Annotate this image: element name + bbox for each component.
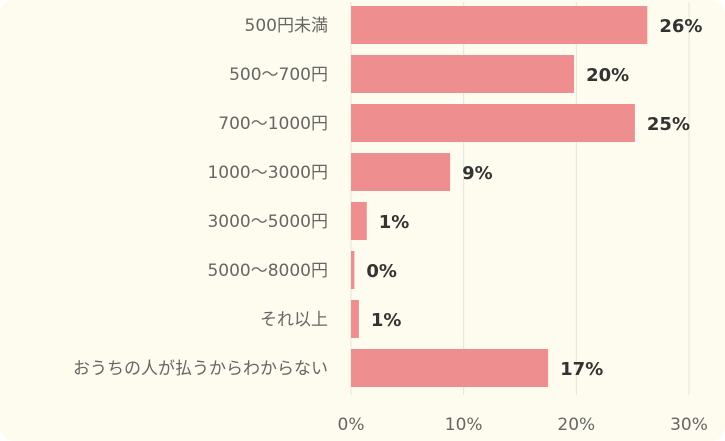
x-tick-label: 10% <box>445 415 483 435</box>
category-label: 700〜1000円 <box>218 114 328 134</box>
data-label: 26% <box>659 16 702 37</box>
data-label: 1% <box>371 310 402 331</box>
category-label: 3000〜5000円 <box>207 212 328 232</box>
x-tick-label: 20% <box>557 415 595 435</box>
bar <box>351 153 451 191</box>
x-tick-label: 30% <box>670 415 708 435</box>
bars <box>351 6 648 387</box>
x-tick-label: 0% <box>338 415 365 435</box>
category-label: 500円未満 <box>245 16 328 36</box>
x-tick-labels: 0% 10% 20% 30% <box>338 415 708 435</box>
bar <box>351 251 355 289</box>
category-labels: 500円未満 500〜700円 700〜1000円 1000〜3000円 3000〜50… <box>73 16 328 379</box>
bar <box>351 55 575 93</box>
category-label: 500〜700円 <box>229 65 328 85</box>
category-label: 5000〜8000円 <box>207 261 328 281</box>
category-label: おうちの人が払うからわからない <box>73 359 328 379</box>
data-label: 1% <box>379 212 410 233</box>
category-label: それ以上 <box>260 310 328 330</box>
bar <box>351 202 367 240</box>
data-label: 0% <box>366 261 397 282</box>
category-label: 1000〜3000円 <box>207 163 328 183</box>
data-label: 17% <box>560 359 603 380</box>
data-label: 9% <box>462 163 493 184</box>
data-labels: 26% 20% 25% 9% 1% 0% 1% 17% <box>366 16 702 380</box>
data-label: 20% <box>586 65 629 86</box>
bar <box>351 300 359 338</box>
bar <box>351 104 635 142</box>
data-label: 25% <box>647 114 690 135</box>
bar <box>351 6 648 44</box>
bar <box>351 349 549 387</box>
